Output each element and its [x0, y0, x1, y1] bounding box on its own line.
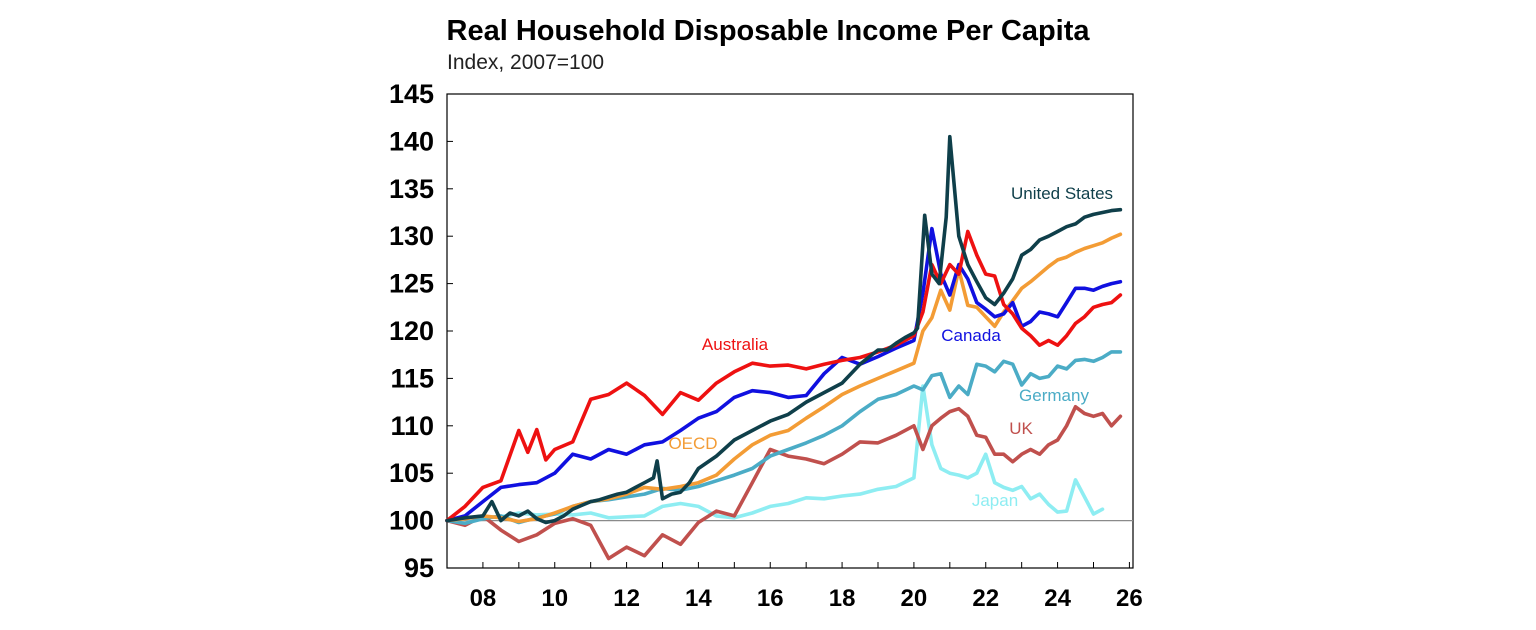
- series-label-uk: UK: [1009, 419, 1033, 438]
- chart-subtitle: Index, 2007=100: [447, 51, 604, 74]
- series-line-united-states: [445, 134, 1123, 525]
- chart-title: Real Household Disposable Income Per Cap…: [447, 15, 1091, 47]
- x-tick-label: 16: [757, 585, 784, 612]
- series-label-canada: Canada: [941, 326, 1001, 345]
- series-line-canada: [445, 226, 1123, 523]
- x-tick-label: 22: [972, 585, 999, 612]
- y-tick-label: 100: [389, 506, 434, 536]
- y-tick-label: 115: [390, 363, 434, 393]
- x-tick-label: 08: [470, 585, 497, 612]
- x-tick-label: 18: [829, 585, 856, 612]
- series-label-australia: Australia: [702, 335, 769, 354]
- series-label-united-states: United States: [1011, 184, 1113, 203]
- series-label-japan: Japan: [972, 491, 1018, 510]
- y-tick-label: 140: [389, 126, 434, 156]
- plot-area: 95 100 105 110 115 120 125 130 135 140 145 08 10 12 14…: [389, 79, 1143, 612]
- series-line-uk: [445, 404, 1123, 561]
- x-tick-label: 14: [685, 585, 712, 612]
- x-tick-label: 20: [901, 585, 928, 612]
- x-tick-label: 24: [1044, 585, 1071, 612]
- y-tick-label: 135: [389, 174, 434, 204]
- series-line-australia: [445, 229, 1123, 523]
- y-tick-label: 130: [389, 221, 434, 251]
- y-tick-label: 145: [389, 79, 434, 109]
- x-tick-label: 12: [613, 585, 640, 612]
- y-tick-label: 125: [389, 269, 434, 299]
- y-tick-label: 120: [389, 316, 434, 346]
- series-label-germany: Germany: [1019, 386, 1089, 405]
- series-label-oecd: OECD: [668, 434, 717, 453]
- y-tick-label: 110: [390, 411, 434, 441]
- x-tick-label: 10: [541, 585, 568, 612]
- x-tick-label: 26: [1116, 585, 1143, 612]
- y-tick-label: 105: [389, 458, 434, 488]
- series-line-japan: [445, 384, 1105, 523]
- y-tick-label: 95: [404, 553, 434, 583]
